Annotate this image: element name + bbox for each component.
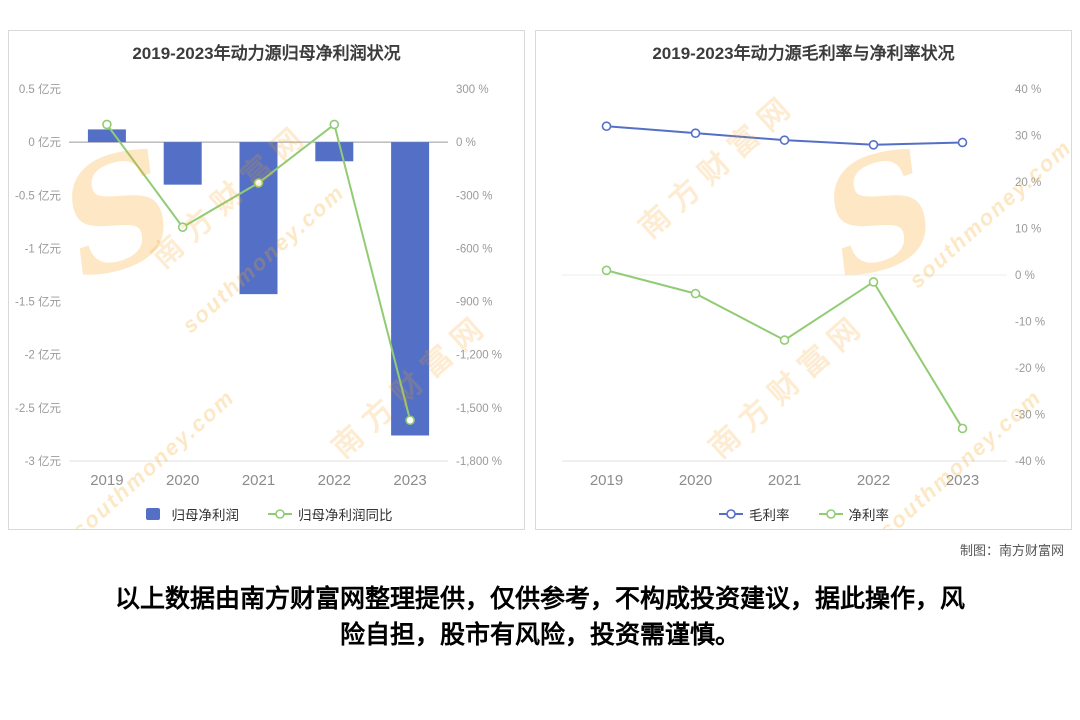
net-profit-chart-panel: 2019-2023年动力源归母净利润状况 0.5 亿元 0 亿元 -0.5 亿元 -1… <box>8 30 525 530</box>
legend-item[interactable]: 归母净利润同比 <box>267 504 393 524</box>
svg-text:-3 亿元: -3 亿元 <box>25 455 62 468</box>
svg-text:-300 %: -300 % <box>456 190 492 202</box>
legend-label: 毛利率 <box>749 508 790 523</box>
svg-text:2023: 2023 <box>946 472 979 489</box>
chart-credit: 制图：南方财富网 <box>959 543 1064 558</box>
legend-item[interactable]: 净利率 <box>818 504 890 524</box>
svg-text:2021: 2021 <box>242 472 275 489</box>
svg-text:0.5 亿元: 0.5 亿元 <box>19 83 62 96</box>
svg-text:10 %: 10 % <box>1015 224 1041 236</box>
svg-text:-2.5 亿元: -2.5 亿元 <box>15 402 62 415</box>
svg-text:-10 %: -10 % <box>1015 317 1045 329</box>
legend-label: 净利率 <box>848 508 890 523</box>
svg-text:2021: 2021 <box>768 472 801 489</box>
svg-text:-30 %: -30 % <box>1015 410 1045 422</box>
svg-text:40 %: 40 % <box>1015 84 1041 96</box>
legend-item[interactable]: 归母净利润 <box>141 504 240 524</box>
legend-label: 归母净利润同比 <box>298 508 393 523</box>
svg-text:0 %: 0 % <box>456 137 476 149</box>
svg-text:2019: 2019 <box>590 472 623 489</box>
svg-text:-2 亿元: -2 亿元 <box>25 349 62 362</box>
margin-chart-panel: 2019-2023年动力源毛利率与净利率状况 40 % 30 % 20 % 10 % 0… <box>535 30 1072 530</box>
svg-text:2019: 2019 <box>90 472 123 489</box>
chart-title: 2019-2023年动力源毛利率与净利率状况 <box>652 44 955 63</box>
charts-row: 2019-2023年动力源归母净利润状况 0.5 亿元 0 亿元 -0.5 亿元 -1… <box>8 30 1072 530</box>
svg-text:-40 %: -40 % <box>1015 456 1045 468</box>
svg-text:30 %: 30 % <box>1015 131 1041 143</box>
svg-text:-1.5 亿元: -1.5 亿元 <box>15 296 62 309</box>
legend-line-marker-icon <box>268 509 292 519</box>
chart-legend: 毛利率 净利率 <box>536 501 1071 527</box>
margin-chart[interactable]: 40 % 30 % 20 % 10 % 0 % -10 % -20 % -30 % -40 % 2… <box>536 65 1071 501</box>
svg-text:20 %: 20 % <box>1015 177 1041 189</box>
svg-text:300 %: 300 % <box>456 84 489 96</box>
svg-text:-1,500 %: -1,500 % <box>456 403 502 415</box>
chart-legend: 归母净利润 归母净利润同比 <box>9 501 524 527</box>
svg-text:-1 亿元: -1 亿元 <box>25 242 62 255</box>
svg-text:-1,800 %: -1,800 % <box>456 456 502 468</box>
disclaimer-text: 以上数据由南方财富网整理提供，仅供参考，不构成投资建议，据此操作，风险自担，股市… <box>114 585 965 650</box>
svg-text:-0.5 亿元: -0.5 亿元 <box>15 189 62 202</box>
svg-text:0 %: 0 % <box>1015 270 1035 282</box>
chart-title: 2019-2023年动力源归母净利润状况 <box>132 44 401 63</box>
svg-text:2023: 2023 <box>393 472 426 489</box>
svg-text:2020: 2020 <box>679 472 712 489</box>
svg-text:2020: 2020 <box>166 472 199 489</box>
legend-line-marker-icon <box>719 509 743 519</box>
legend-line-marker-icon <box>818 509 843 519</box>
svg-text:0 亿元: 0 亿元 <box>28 136 61 149</box>
svg-text:-20 %: -20 % <box>1015 363 1045 375</box>
svg-text:-900 %: -900 % <box>456 297 492 309</box>
legend-label: 归母净利润 <box>171 508 240 523</box>
net-profit-chart[interactable]: 0.5 亿元 0 亿元 -0.5 亿元 -1 亿元 -1.5 亿元 -2 亿元 -2.5 亿… <box>9 65 524 501</box>
legend-bar-swatch-icon <box>145 508 160 520</box>
svg-text:2022: 2022 <box>857 472 890 489</box>
svg-text:2022: 2022 <box>318 472 351 489</box>
svg-text:-1,200 %: -1,200 % <box>456 350 502 362</box>
svg-text:-600 %: -600 % <box>456 243 492 255</box>
legend-item[interactable]: 毛利率 <box>718 504 790 524</box>
